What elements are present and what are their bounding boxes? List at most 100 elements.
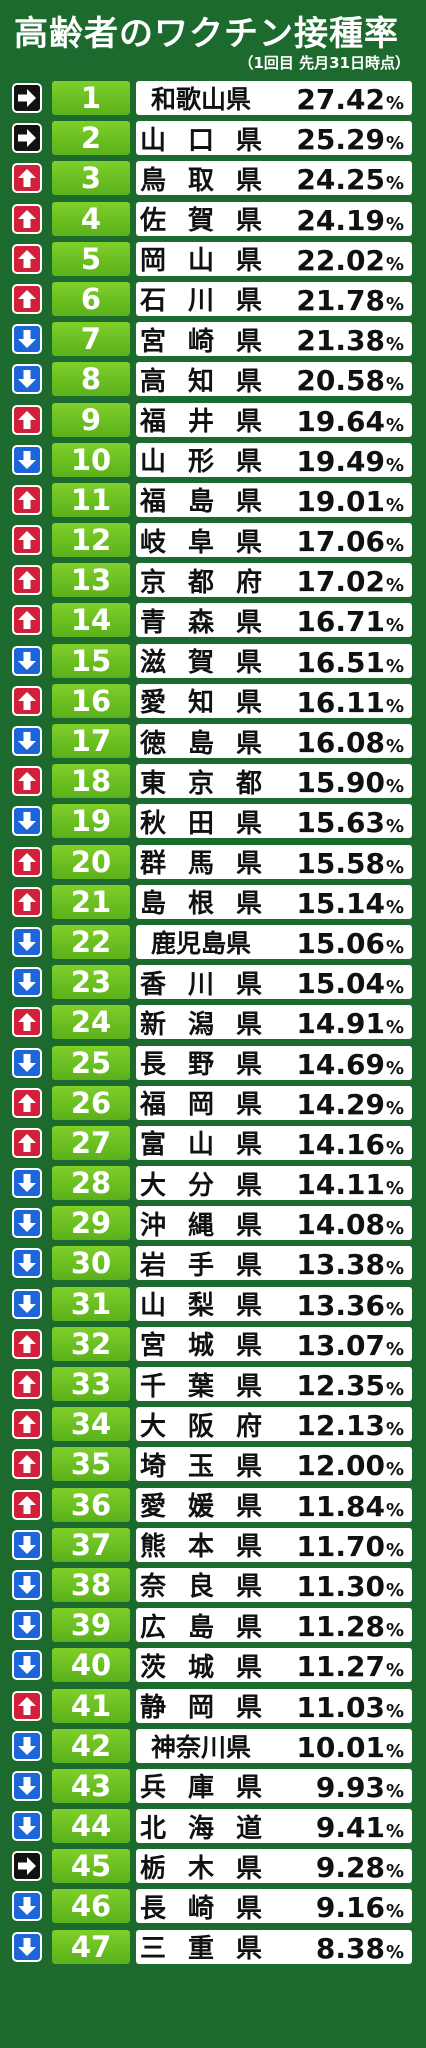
prefecture-bar: 山形県 19.49% — [136, 442, 412, 478]
rate-value: 11.28 — [296, 1610, 385, 1644]
rate-unit: % — [385, 454, 404, 476]
arrow-down-icon — [12, 726, 42, 756]
ranking-row: 37 熊本県 11.70% — [0, 1525, 426, 1565]
ranking-row: 1 和歌山県 27.42% — [0, 78, 426, 118]
ranking-row: 29 沖縄県 14.08% — [0, 1203, 426, 1243]
prefecture-name: 島根県 — [140, 889, 262, 920]
arrow-down-icon — [12, 1529, 42, 1560]
rate-value: 15.06 — [296, 926, 385, 960]
vaccination-rate: 15.58% — [296, 845, 404, 880]
rank-number: 44 — [52, 1809, 130, 1844]
ranking-row: 31 山梨県 13.36% — [0, 1284, 426, 1324]
arrow-up-icon — [12, 163, 42, 194]
prefecture-bar: 香川県 15.04% — [136, 965, 412, 1000]
rate-unit: % — [385, 1700, 404, 1722]
prefecture-name: 群馬県 — [140, 849, 262, 880]
prefecture-name: 富山県 — [140, 1130, 262, 1161]
prefecture-name: 宮城県 — [140, 1331, 262, 1362]
prefecture-bar: 高知県 20.58% — [136, 362, 412, 398]
rate-unit: % — [385, 1218, 404, 1240]
arrow-down-icon — [12, 1168, 42, 1199]
rate-value: 9.16 — [315, 1891, 385, 1925]
arrow-down-icon — [12, 1770, 42, 1801]
prefecture-name: 和歌山県 — [150, 85, 251, 114]
prefecture-bar: 佐賀県 24.19% — [136, 201, 412, 237]
rate-unit: % — [385, 1379, 404, 1400]
rate-unit: % — [385, 1017, 404, 1039]
rank-number: 39 — [52, 1608, 130, 1643]
rate-value: 14.91 — [296, 1007, 385, 1041]
rate-unit: % — [385, 1780, 404, 1802]
prefecture-bar: 奈良県 11.30% — [136, 1567, 412, 1603]
rank-number: 1 — [52, 81, 130, 115]
ranking-row: 17 徳島県 16.08% — [0, 721, 426, 761]
prefecture-name: 愛媛県 — [140, 1492, 262, 1523]
rate-unit: % — [385, 1097, 404, 1119]
arrow-up-icon — [12, 1690, 42, 1721]
rank-number: 6 — [52, 281, 130, 316]
rank-number: 43 — [52, 1768, 130, 1803]
prefecture-name: 岩手県 — [140, 1250, 262, 1281]
arrow-up-icon — [12, 404, 42, 435]
rate-value: 14.11 — [296, 1168, 385, 1202]
rate-value: 25.29 — [296, 123, 385, 157]
rank-number: 21 — [52, 884, 130, 919]
ranking-row: 18 東京都 15.90% — [0, 761, 426, 801]
prefecture-name: 奈良県 — [140, 1572, 262, 1603]
rate-value: 11.84 — [296, 1489, 385, 1523]
rate-value: 17.06 — [296, 525, 385, 559]
rate-value: 10.01 — [296, 1730, 385, 1764]
rank-number: 46 — [52, 1889, 130, 1924]
rate-unit: % — [385, 374, 404, 396]
ranking-row: 27 富山県 14.16% — [0, 1123, 426, 1163]
vaccination-rate: 22.02% — [296, 242, 404, 277]
arrow-down-icon — [12, 1569, 42, 1600]
rank-number: 41 — [52, 1688, 130, 1723]
rate-unit: % — [385, 896, 404, 918]
prefecture-name: 東京都 — [140, 768, 262, 799]
arrow-up-icon — [12, 846, 42, 877]
rank-number: 13 — [52, 563, 130, 598]
ranking-row: 45 栃木県 9.28% — [0, 1846, 426, 1886]
ranking-list: 1 和歌山県 27.42% 2 山口県 25.29% 3 鳥取県 24.25% 4 佐賀県 24.19… — [0, 78, 426, 1967]
ranking-row: 19 秋田県 15.63% — [0, 801, 426, 841]
prefecture-bar: 沖縄県 14.08% — [136, 1206, 412, 1241]
prefecture-name: 滋賀県 — [140, 648, 262, 679]
header: 高齢者のワクチン接種率 （1回目 先月31日時点） — [0, 0, 426, 78]
vaccination-rate: 13.36% — [296, 1287, 404, 1322]
arrow-up-icon — [12, 1127, 42, 1158]
rate-unit: % — [385, 816, 404, 838]
vaccination-rate: 10.01% — [296, 1729, 404, 1764]
prefecture-bar: 群馬県 15.58% — [136, 844, 412, 880]
prefecture-name: 北海道 — [140, 1813, 262, 1844]
rate-unit: % — [385, 1620, 404, 1642]
prefecture-name: 広島県 — [140, 1612, 262, 1643]
ranking-row: 11 福島県 19.01% — [0, 480, 426, 520]
prefecture-bar: 岐阜県 17.06% — [136, 523, 412, 559]
prefecture-bar: 愛知県 16.11% — [136, 683, 412, 719]
prefecture-bar: 富山県 14.16% — [136, 1125, 412, 1161]
prefecture-name: 大分県 — [140, 1170, 262, 1201]
rate-value: 24.25 — [296, 163, 385, 197]
vaccination-rate: 13.07% — [296, 1327, 404, 1362]
prefecture-name: 兵庫県 — [140, 1773, 262, 1804]
arrow-up-icon — [12, 886, 42, 917]
rate-unit: % — [385, 1419, 404, 1441]
rate-unit: % — [385, 1740, 404, 1762]
ranking-row: 33 千葉県 12.35% — [0, 1364, 426, 1404]
prefecture-name: 香川県 — [140, 969, 262, 1000]
rate-unit: % — [385, 334, 404, 356]
rate-value: 20.58 — [296, 364, 385, 398]
rate-value: 9.93 — [315, 1770, 385, 1804]
rate-unit: % — [385, 1258, 404, 1280]
vaccination-rate: 12.13% — [296, 1407, 404, 1442]
ranking-row: 5 岡山県 22.02% — [0, 239, 426, 279]
rate-value: 11.27 — [296, 1650, 385, 1684]
rank-number: 31 — [52, 1286, 130, 1321]
rate-unit: % — [385, 936, 404, 958]
rank-number: 24 — [52, 1005, 130, 1040]
prefecture-name: 高知県 — [140, 366, 262, 397]
prefecture-name: 神奈川県 — [150, 1732, 251, 1762]
rank-number: 28 — [52, 1166, 130, 1201]
